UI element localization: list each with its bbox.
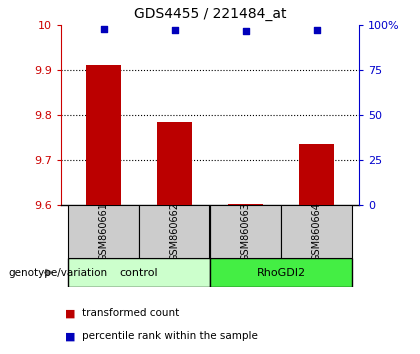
Bar [68,258,210,287]
Point [171,27,178,33]
Text: percentile rank within the sample: percentile rank within the sample [82,331,258,341]
Bar [210,205,281,258]
Bar [210,258,352,287]
Text: GSM860663: GSM860663 [241,202,250,261]
Text: GSM860662: GSM860662 [170,202,179,261]
Text: ■: ■ [65,331,76,341]
Text: ■: ■ [65,308,76,318]
Text: control: control [120,268,158,278]
Point [242,28,249,33]
Text: genotype/variation: genotype/variation [8,268,108,278]
Bar [281,205,352,258]
Bar [228,204,263,205]
Point [313,27,320,33]
Text: GSM860661: GSM860661 [99,202,108,261]
Bar [157,122,192,205]
Text: GSM860664: GSM860664 [312,202,321,261]
Text: RhoGDI2: RhoGDI2 [257,268,306,278]
Bar [86,65,121,205]
Bar [299,144,334,205]
Bar [139,205,210,258]
Title: GDS4455 / 221484_at: GDS4455 / 221484_at [134,7,286,21]
Text: transformed count: transformed count [82,308,179,318]
Bar [68,205,139,258]
Point [100,27,107,32]
